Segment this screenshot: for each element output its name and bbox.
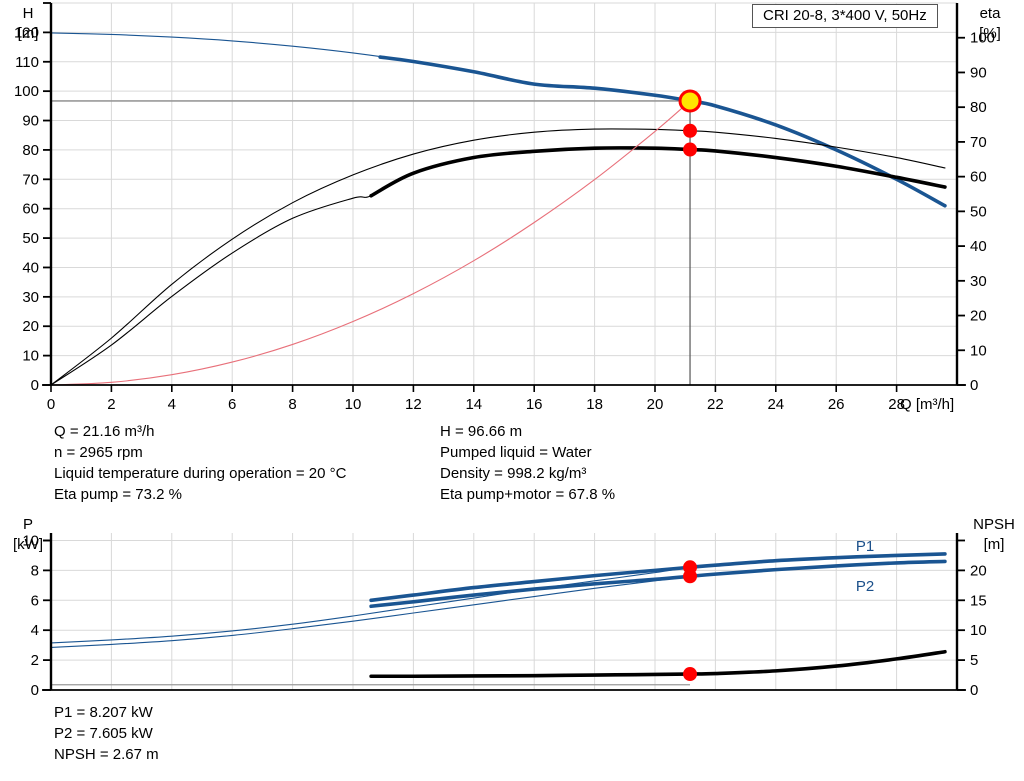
h-axis-tick-label: 70 — [22, 171, 39, 188]
h-axis-tick-label: 60 — [22, 201, 39, 218]
p-axis-tick-label: 6 — [31, 592, 39, 609]
npsh-axis-tick-label: 20 — [970, 562, 987, 579]
pump-model-label: CRI 20-8, 3*400 V, 50Hz — [752, 4, 938, 28]
h-axis-tick-label: 120 — [14, 24, 39, 41]
h-axis-tick-label: 20 — [22, 318, 39, 335]
p-axis-unit: [kW] — [13, 536, 43, 553]
eta-axis-tick-label: 70 — [970, 134, 987, 151]
h-axis-tick-label: 30 — [22, 289, 39, 306]
p-axis-tick-label: 2 — [31, 652, 39, 669]
eta-axis-tick-label: 10 — [970, 342, 987, 359]
axes: 0102030405060708090100110120010203040506… — [14, 2, 1002, 413]
q-axis-tick-label: 12 — [405, 396, 422, 413]
p2-series-label: P2 — [856, 578, 874, 595]
eta-axis-tick-label: 90 — [970, 64, 987, 81]
h-axis-tick-label: 80 — [22, 142, 39, 159]
p1-series-label: P1 — [856, 538, 874, 555]
p-axis-tick-label: 8 — [31, 562, 39, 579]
npsh-axis-tick-label: 0 — [970, 682, 978, 699]
eta-axis-unit: [%] — [979, 25, 1001, 42]
curve-eta-pump-motor-full-range — [50, 147, 691, 386]
eta-axis-tick-label: 40 — [970, 238, 987, 255]
duty-info-right: H = 96.66 m Pumped liquid = Water Densit… — [440, 423, 616, 503]
q-axis-tick-label: 8 — [288, 396, 296, 413]
duty-info-left: Q = 21.16 m³/h n = 2965 rpm Liquid tempe… — [54, 423, 347, 503]
q-axis-tick-label: 0 — [47, 396, 55, 413]
npsh-axis-tick-label: 15 — [970, 592, 987, 609]
p-axis-tick-label: 10 — [22, 532, 39, 549]
curve-system-curve — [50, 100, 691, 386]
q-axis-tick-label: 10 — [345, 396, 362, 413]
q-axis-tick-label: 22 — [707, 396, 724, 413]
h-axis-tick-label: 50 — [22, 230, 39, 247]
p-axis-title: P — [23, 516, 33, 533]
p-axis-tick-label: 0 — [31, 682, 39, 699]
curve-p1-operating-range — [369, 552, 947, 603]
q-axis-tick-label: 2 — [107, 396, 115, 413]
head-eta-chart: 0102030405060708090100110120010203040506… — [14, 2, 1002, 413]
h-axis-tick-label: 90 — [22, 113, 39, 130]
h-axis-tick-label: 10 — [22, 348, 39, 365]
curve-npsh — [369, 649, 947, 679]
power-npsh-chart: 0 2 4 6 8 10 0 5 10 15 20 P [kW] NPSH [m] P1 P2 — [13, 516, 1015, 699]
eta-axis-tick-label: 30 — [970, 273, 987, 290]
h-axis-tick-label: 40 — [22, 259, 39, 276]
q-axis-tick-label: 24 — [767, 396, 784, 413]
eta-axis-tick-label: 50 — [970, 203, 987, 220]
q-axis-tick-label: 26 — [828, 396, 845, 413]
p-axis-tick-label: 4 — [31, 622, 39, 639]
eta-pump-duty-dot[interactable] — [683, 123, 698, 138]
q-axis-tick-label: 18 — [586, 396, 603, 413]
curve-eta-pump-full-range — [50, 128, 946, 386]
eta-axis-title: eta — [980, 5, 1002, 22]
eta-axis-tick-label: 0 — [970, 377, 978, 394]
curve-group — [50, 552, 947, 679]
npsh-axis-unit: [m] — [984, 536, 1005, 553]
q-axis-tick-label: 20 — [647, 396, 664, 413]
npsh-axis-title: NPSH — [973, 516, 1015, 533]
q-axis-title: Q [m³/h] — [900, 396, 954, 413]
h-axis-tick-label: 110 — [15, 54, 39, 71]
h-axis-title: H — [23, 5, 34, 22]
q-axis-tick-label: 28 — [888, 396, 905, 413]
h-axis-unit: [m] — [18, 25, 39, 42]
grid-lines — [50, 533, 958, 691]
p2-duty-dot[interactable] — [683, 569, 698, 584]
duty-markers — [683, 560, 698, 682]
power-info: P1 = 8.207 kW P2 = 7.605 kW NPSH = 2.67 … — [54, 704, 159, 763]
npsh-axis-tick-label: 5 — [970, 652, 978, 669]
eta-axis-tick-label: 80 — [970, 99, 987, 116]
q-axis-tick-label: 6 — [228, 396, 236, 413]
curve-eta-pump-operating-range — [369, 146, 947, 198]
curve-h-head-operating-range — [378, 55, 947, 208]
grid-lines — [50, 2, 958, 386]
duty-point-marker[interactable] — [678, 89, 702, 113]
npsh-duty-dot[interactable] — [683, 667, 698, 682]
q-axis-tick-label: 16 — [526, 396, 543, 413]
curve-h-head-full-range — [50, 32, 946, 207]
eta-axis-tick-label: 20 — [970, 308, 987, 325]
eta-axis-tick-label: 60 — [970, 169, 987, 186]
axes: 0 2 4 6 8 10 0 5 10 15 20 P [kW] NPSH [m] P1 P2 — [13, 516, 1015, 699]
q-axis-tick-label: 4 — [168, 396, 176, 413]
q-axis-tick-label: 14 — [465, 396, 482, 413]
h-axis-tick-label: 100 — [14, 83, 39, 100]
eta-axis-tick-label: 100 — [970, 30, 995, 47]
npsh-axis-tick-label: 10 — [970, 622, 987, 639]
curve-p2-full-range — [50, 560, 946, 648]
eta-pump-motor-duty-dot[interactable] — [683, 142, 698, 157]
h-axis-tick-label: 0 — [31, 377, 39, 394]
duty-markers — [678, 89, 702, 157]
curve-p2-operating-range — [369, 559, 947, 609]
